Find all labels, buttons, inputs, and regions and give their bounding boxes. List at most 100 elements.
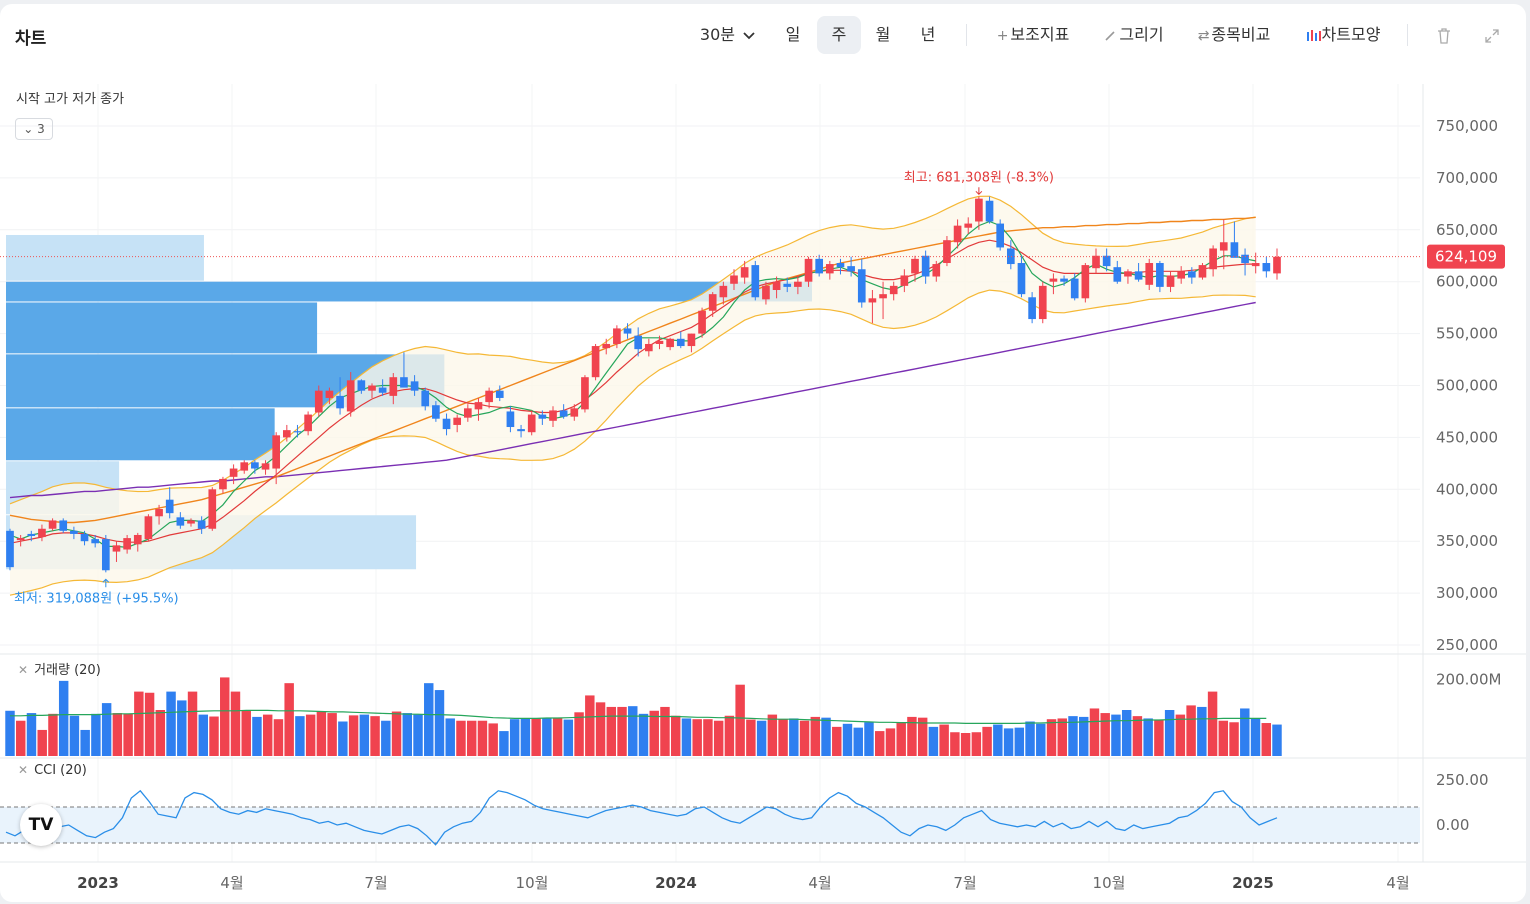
candle-body [698,310,706,334]
candle-body [1038,285,1047,320]
candle-body [421,390,430,407]
fullscreen-button[interactable] [1478,16,1506,54]
drawing-button[interactable]: 그리기 [1100,16,1168,54]
indicators-button[interactable]: + 보조지표 [990,16,1076,54]
compare-icon: ⇄ [1197,28,1210,44]
candle-body [1049,278,1058,282]
period-week-button[interactable]: 주 [817,16,861,54]
ohlc-legend: 시작 고가 저가 종가 [16,92,125,107]
time-axis-label: 2023 [77,874,119,892]
price-axis-tick: 250,000 [1436,636,1498,654]
candle-body [1273,256,1281,274]
period-day-button[interactable]: 일 [785,25,801,44]
candle-body [314,390,323,413]
volume-profile-bar [6,302,318,354]
volume-bar [552,718,563,756]
candle-body [144,516,153,540]
high-annotation: 최고: 681,308원 (-8.3%) [904,170,1054,185]
tradingview-logo[interactable]: TV [20,804,62,846]
close-icon[interactable]: ✕ [18,663,29,677]
volume-bar [273,719,284,756]
compare-button[interactable]: ⇄ 종목비교 [1193,16,1275,54]
candle-body [1006,248,1015,265]
candle-body [666,338,674,348]
volume-bar [69,715,80,756]
volume-bar [982,726,992,756]
volume-bar [703,719,713,756]
candle-body [804,258,813,282]
candle-body [857,269,866,303]
candle-body [378,387,387,393]
price-axis-tick: 600,000 [1436,273,1498,291]
candle-body [751,265,760,298]
candle-body [900,275,909,286]
volume-bar [960,733,971,756]
candle-body [1081,265,1090,299]
volume-bar [1057,718,1067,756]
volume-bar [48,713,58,756]
interval-dropdown[interactable]: 30분 [693,16,763,54]
volume-bar [295,716,305,756]
volume-bar [348,715,359,756]
candle-body [687,333,696,347]
candle-body [1230,242,1239,258]
period-year-button[interactable]: 년 [920,25,936,44]
candles-icon [1306,29,1321,41]
period-month-button[interactable]: 월 [875,25,891,44]
indicators-label: 보조지표 [1010,25,1070,44]
candle-body [1187,271,1196,278]
candle-body [485,390,493,403]
volume-bar [917,717,928,756]
volume-bar [756,720,767,756]
volume-bar [692,719,702,756]
candle-body [1241,254,1249,264]
volume-bar [778,719,788,756]
candle-body [889,285,898,295]
cci-axis-tick: 250.00 [1436,771,1489,789]
candle-body [27,533,36,537]
price-axis-tick: 550,000 [1436,325,1498,343]
volume-bar [305,714,316,756]
volume-bar [874,731,885,756]
candle-body [730,275,738,284]
candle-body [59,520,68,531]
price-axis-tick: 700,000 [1436,169,1498,187]
price-chart-canvas[interactable]: 624,109 250,000 300,000 350,000 400,000 450,0… [0,66,1526,902]
volume-bar [58,680,69,756]
volume-bar [1111,714,1121,756]
volume-bar [1132,716,1143,756]
candle-body [165,499,174,514]
volume-bar [1240,708,1250,756]
candle-body [463,408,472,418]
volume-bar [262,714,273,756]
chart-style-button[interactable]: 차트모양 [1301,16,1385,54]
volume-bar [424,683,434,756]
volume-pane-label: ✕ 거래량 (20) [18,659,101,678]
candle-body [410,381,419,391]
candle-body [1028,297,1036,320]
candle-body [538,414,547,419]
volume-bar [1014,727,1025,756]
candle-body [293,431,302,433]
volume-bar [434,690,445,756]
ma10-line [9,239,1256,544]
volume-bars [5,677,1282,756]
delete-button[interactable] [1430,16,1458,54]
close-icon[interactable]: ✕ [18,763,29,777]
current-price-label: 624,109 [1435,248,1497,266]
candle-body [868,298,877,303]
volume-bar [1218,720,1229,756]
volume-bar [842,723,853,756]
volume-bar [316,711,327,756]
volume-bar [1046,719,1057,756]
candle-body [400,377,408,388]
volume-bar [821,717,831,756]
toolbar-divider [966,24,967,46]
candle-body [368,385,376,391]
volume-bar [177,700,187,756]
legend-collapse-toggle[interactable]: ⌄ 3 [15,118,53,140]
volume-bar [477,720,488,756]
ma120-line [9,301,1256,499]
price-axis-tick: 450,000 [1436,428,1498,446]
candle-body [527,414,536,433]
